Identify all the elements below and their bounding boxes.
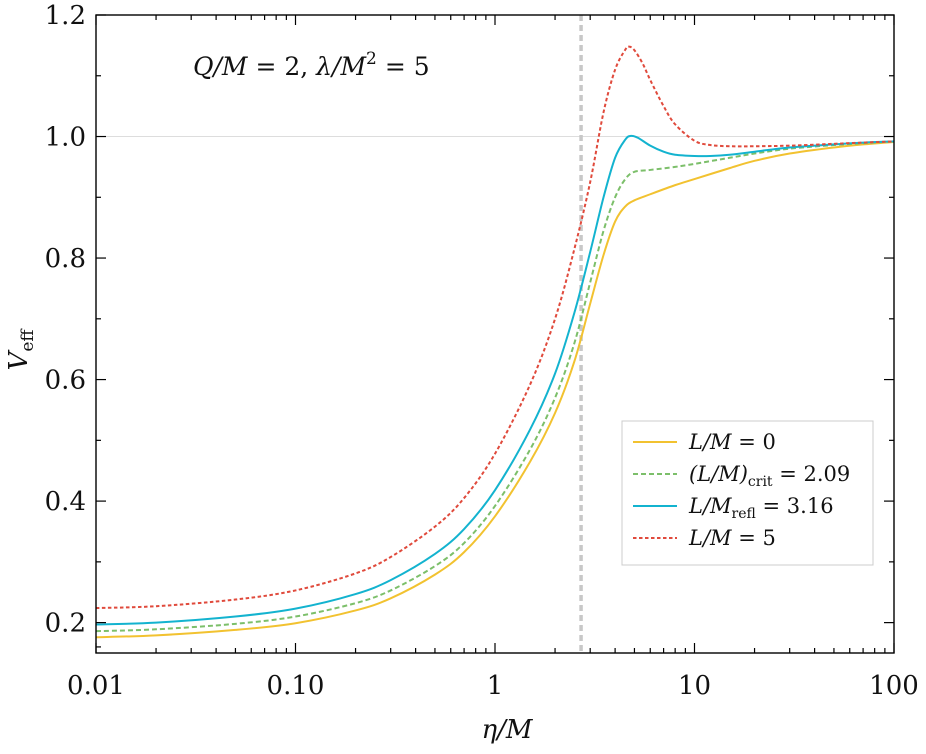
y-axis-label-sub: eff — [18, 328, 38, 352]
annotation-lambda: λ/M — [315, 52, 367, 81]
legend-label-1: L/M = 0 — [688, 430, 776, 454]
x-axis-label: η/M — [482, 715, 534, 745]
legend: L/M = 0(L/M)crit = 2.09L/Mrefl = 3.16L/M… — [621, 420, 874, 566]
legend-label-main: L/M — [688, 526, 732, 550]
axis-ticks: 0.01 0.10 1 10 100 0.2 0.4 0.6 0.8 1.0 1.2 — [45, 1, 919, 701]
legend-label-sub: refl — [732, 506, 756, 522]
legend-label-main: (L/M) — [689, 462, 748, 486]
legend-label-value: = 0 — [732, 430, 776, 454]
y-axis-label-main: V — [4, 349, 34, 370]
y-tick-label: 1.0 — [45, 123, 86, 153]
legend-label-main: L/M — [688, 494, 732, 518]
annotation-lambda-value: = 5 — [377, 52, 430, 81]
legend-label-3: L/Mrefl = 3.16 — [688, 494, 834, 522]
series-line-1 — [95, 140, 895, 639]
x-tick-label: 1 — [487, 671, 504, 701]
legend-label-main: L/M — [688, 430, 732, 454]
annotation-q-over-m: Q/M — [193, 52, 249, 81]
series-line-3 — [95, 134, 895, 626]
reference-lines — [96, 15, 894, 653]
y-tick-label: 0.4 — [45, 487, 86, 517]
x-tick-label: 0.01 — [67, 671, 125, 701]
x-tick-label: 100 — [869, 671, 919, 701]
annotation-q-value: = 2, — [248, 52, 317, 81]
annotation-exponent: 2 — [366, 49, 377, 69]
y-tick-label: 1.2 — [45, 1, 86, 31]
legend-label-2: (L/M)crit = 2.09 — [689, 462, 850, 490]
legend-label-sub: crit — [748, 474, 773, 490]
legend-label-value: = 2.09 — [773, 462, 851, 486]
y-tick-label: 0.8 — [45, 244, 86, 274]
y-tick-label: 0.6 — [45, 366, 86, 396]
parameter-annotation: Q/M = 2, λ/M2 = 5 — [193, 49, 430, 81]
y-axis-label: Veff — [4, 328, 38, 371]
x-tick-label: 10 — [678, 671, 711, 701]
legend-label-4: L/M = 5 — [688, 526, 776, 550]
y-tick-label: 0.2 — [45, 609, 86, 639]
series-line-4 — [95, 45, 895, 610]
legend-label-value: = 3.16 — [756, 494, 834, 518]
x-tick-label: 0.10 — [267, 671, 325, 701]
legend-box — [621, 420, 874, 566]
legend-label-value: = 5 — [732, 526, 776, 550]
series-lines — [95, 45, 895, 639]
